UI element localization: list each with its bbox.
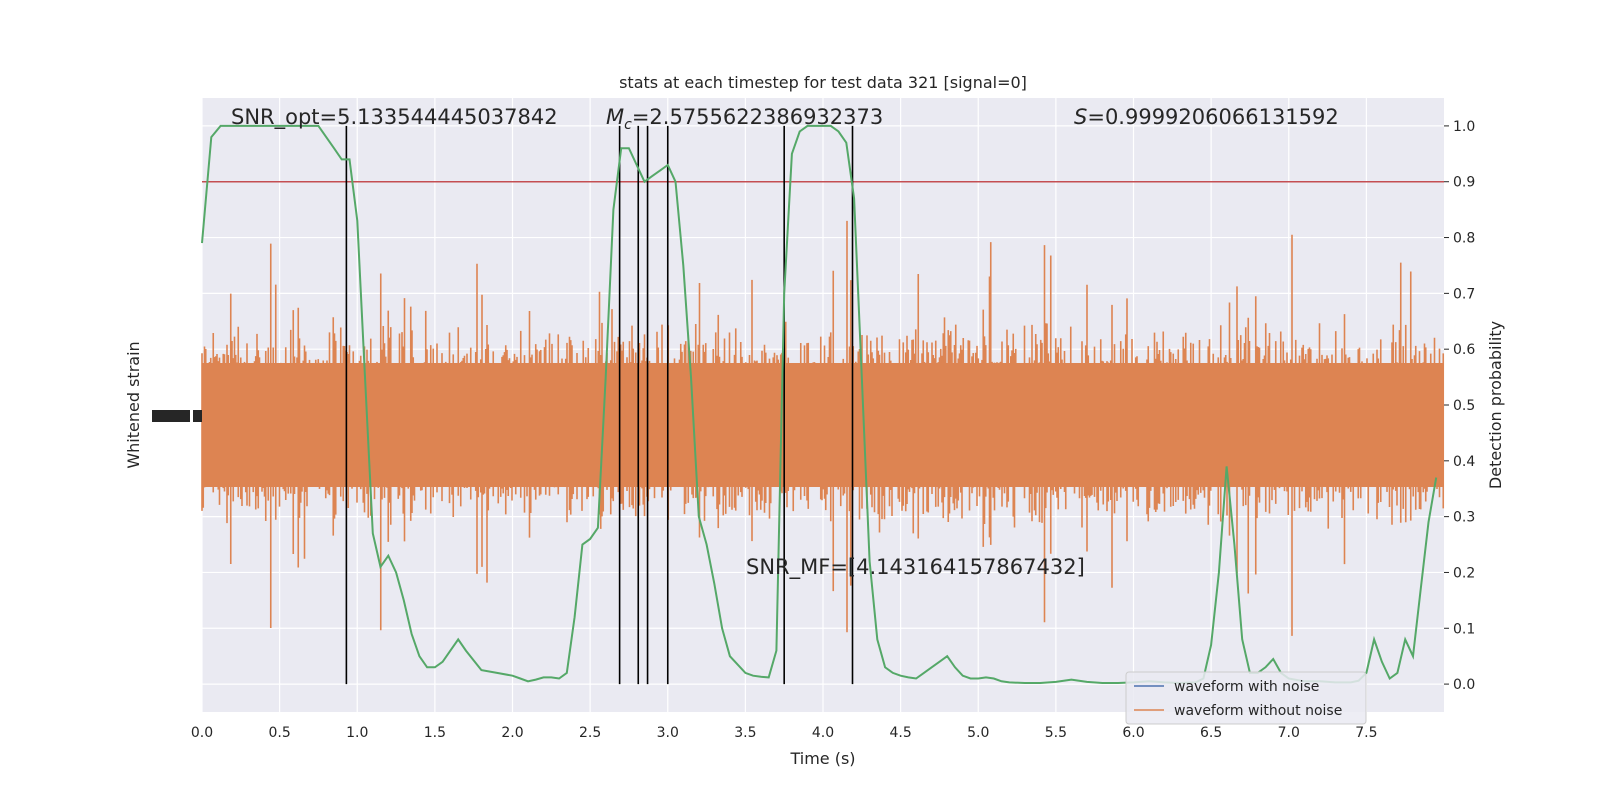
y-tick-label: 0.8 bbox=[1453, 231, 1475, 247]
legend-label-with-noise: waveform with noise bbox=[1174, 679, 1319, 695]
x-tick-label: 2.5 bbox=[579, 725, 601, 741]
statistic-annotation: S=0.9999206066131592 bbox=[1074, 105, 1339, 129]
strain-core bbox=[202, 363, 1444, 487]
snr-mf-annotation: SNR_MF=[4.143164157867432] bbox=[746, 555, 1085, 580]
left-tick-label bbox=[165, 410, 174, 422]
legend-label-without-noise: waveform without noise bbox=[1174, 703, 1342, 719]
x-tick-label: 7.5 bbox=[1355, 725, 1377, 741]
waveform-without-noise-trace bbox=[201, 220, 1445, 636]
x-axis-ticks: 0.0 0.5 1.0 1.5 2.0 2.5 3.0 3.5 4.0 4.5 5.0 5.5 6.0 6… bbox=[191, 725, 1378, 741]
y-tick-label: 0.7 bbox=[1453, 286, 1475, 302]
left-tick-label bbox=[158, 410, 166, 422]
chirp-mass-value: =2.5755622386932373 bbox=[632, 105, 883, 129]
left-tick-label bbox=[193, 410, 202, 422]
x-tick-label: 1.5 bbox=[424, 725, 446, 741]
chirp-mass-subscript: c bbox=[624, 117, 632, 133]
y-tick-label: 0.4 bbox=[1453, 454, 1475, 470]
x-tick-label: 4.0 bbox=[812, 725, 834, 741]
y-tick-label: 0.6 bbox=[1453, 342, 1475, 358]
x-tick-label: 5.5 bbox=[1045, 725, 1067, 741]
left-axis-ticks bbox=[152, 410, 202, 422]
legend: waveform with noise waveform without noi… bbox=[1125, 671, 1367, 725]
y-tick-label: 0.1 bbox=[1453, 621, 1475, 637]
x-tick-label: 3.0 bbox=[657, 725, 679, 741]
chirp-mass-annotation: Mc=2.5755622386932373 bbox=[606, 105, 883, 133]
x-tick-label: 6.5 bbox=[1200, 725, 1222, 741]
y-tick-label: 0.2 bbox=[1453, 565, 1475, 581]
y-tick-label: 0.9 bbox=[1453, 175, 1475, 191]
left-tick-label bbox=[172, 410, 182, 422]
y-tick-label: 0.0 bbox=[1453, 677, 1475, 693]
x-axis-label: Time (s) bbox=[789, 749, 855, 768]
statistic-symbol: S bbox=[1074, 105, 1087, 129]
x-tick-label: 5.0 bbox=[967, 725, 989, 741]
y-axis-label-right: Detection probability bbox=[1486, 321, 1505, 489]
x-tick-label: 1.0 bbox=[346, 725, 368, 741]
legend-box bbox=[1125, 671, 1367, 725]
y-tick-label: 1.0 bbox=[1453, 119, 1475, 135]
chart-title: stats at each timestep for test data 321… bbox=[619, 73, 1027, 92]
x-tick-label: 0.5 bbox=[268, 725, 290, 741]
chirp-mass-symbol: M bbox=[606, 105, 624, 129]
left-tick-label bbox=[180, 410, 190, 422]
x-tick-label: 2.0 bbox=[501, 725, 523, 741]
y-tick-label: 0.5 bbox=[1453, 398, 1475, 414]
x-tick-label: 7.0 bbox=[1278, 725, 1300, 741]
detection-probability-line bbox=[201, 124, 1438, 685]
snr-opt-annotation: SNR_opt=5.133544445037842 bbox=[231, 105, 558, 130]
y-axis-label-left: Whitened strain bbox=[124, 341, 143, 468]
vertical-markers bbox=[345, 125, 854, 685]
y-axis-ticks-right: 0.0 0.1 0.2 0.3 0.4 0.5 0.6 0.7 0.8 0.9 1.0 bbox=[1444, 119, 1475, 693]
x-tick-label: 0.0 bbox=[191, 725, 213, 741]
x-tick-label: 3.5 bbox=[734, 725, 756, 741]
left-tick-label bbox=[152, 410, 159, 422]
x-tick-label: 4.5 bbox=[889, 725, 911, 741]
y-tick-label: 0.3 bbox=[1453, 510, 1475, 526]
x-tick-label: 6.0 bbox=[1122, 725, 1144, 741]
statistic-value: =0.9999206066131592 bbox=[1087, 105, 1338, 129]
